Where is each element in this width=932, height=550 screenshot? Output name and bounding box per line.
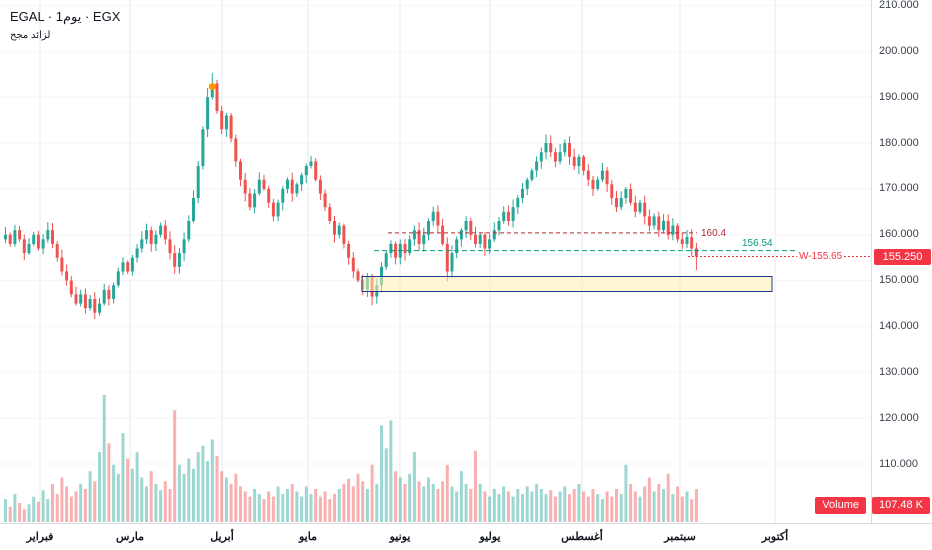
time-axis-label: أبريل: [210, 531, 234, 543]
price-tick-label: 180.000: [879, 136, 919, 149]
price-axis[interactable]: 155.250 210.000 200.000 190.000 180.000 170.…: [871, 0, 932, 524]
volume-indicator-badge[interactable]: Volume: [815, 497, 866, 514]
price-tick-label: 130.000: [879, 365, 919, 378]
time-axis-label: مارس: [116, 531, 144, 543]
time-axis[interactable]: فبراير مارس أبريل مايو يونيو يوليو أغسطس سبتمبر…: [0, 523, 932, 550]
volume-value-badge: 107.48 K: [871, 497, 930, 514]
symbol-title[interactable]: EGAL · 1يوم · EGX: [10, 9, 121, 24]
symbol-legend: EGAL · 1يوم · EGX لزائد مجح: [10, 8, 120, 41]
price-tick-label: 200.000: [879, 44, 919, 57]
price-tick-label: 120.000: [879, 411, 919, 424]
price-tick-label: 190.000: [879, 90, 919, 103]
time-axis-label: يونيو: [389, 531, 411, 543]
time-axis-label: أغسطس: [561, 531, 603, 543]
price-tick-label: 170.000: [879, 182, 919, 195]
price-tick-label: 150.000: [879, 274, 919, 287]
time-axis-label: سبتمبر: [664, 531, 696, 543]
price-tick-label: 110.000: [879, 457, 918, 470]
resistance-price-label: 160.4: [701, 227, 727, 239]
time-axis-label: فبراير: [26, 531, 54, 543]
symbol-subtitle: لزائد مجح: [10, 30, 51, 41]
last-price-badge: 155.250: [874, 248, 931, 265]
time-axis-label: أكتوبر: [761, 531, 789, 543]
weekly-level-label: W-155.65: [797, 250, 845, 262]
price-tick-label: 210.000: [879, 0, 919, 11]
price-tick-label: 140.000: [879, 319, 919, 332]
time-axis-label: مايو: [299, 531, 317, 543]
time-axis-label: يوليو: [479, 531, 501, 543]
price-tick-label: 160.000: [879, 228, 919, 241]
support-price-label: 156.54: [742, 237, 773, 249]
